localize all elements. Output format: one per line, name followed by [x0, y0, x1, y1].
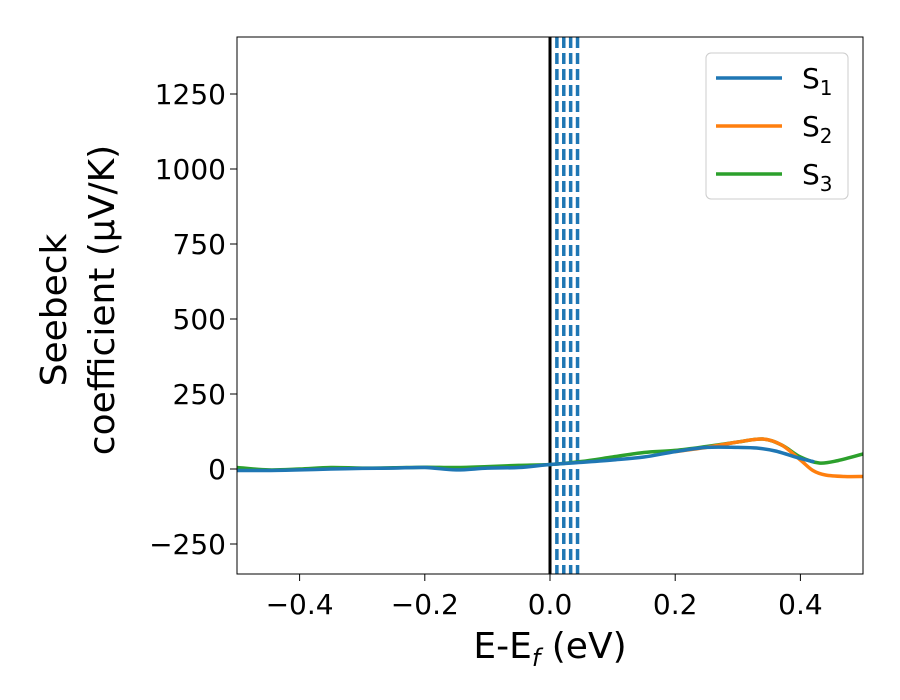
series-line-s1	[237, 445, 815, 473]
x-tick-label: 0.0	[528, 588, 573, 621]
legend-label-s3: S3	[802, 158, 833, 196]
y-tick-label: 1000	[155, 153, 226, 186]
y-tick-label: −250	[149, 528, 226, 561]
legend-label-s1: S1	[802, 62, 833, 100]
x-axis-ticks: −0.4 −0.2 0.0 0.2 0.4	[266, 574, 823, 621]
x-tick-label: 0.2	[653, 588, 698, 621]
y-tick-label: 250	[173, 378, 226, 411]
y-tick-label: 1250	[155, 78, 226, 111]
legend-label-sub: 3	[820, 172, 833, 196]
y-tick-label: 750	[173, 228, 226, 261]
x-tick-label: −0.2	[391, 588, 459, 621]
x-axis-title-main: E-E	[473, 626, 531, 667]
x-axis-title-tail: (eV)	[540, 626, 626, 667]
y-axis-title-line2: coefficient (μV/K)	[82, 145, 123, 455]
legend-label-sub: 2	[820, 124, 833, 148]
y-tick-label: 0	[208, 453, 226, 486]
legend-label-s2: S2	[802, 110, 833, 148]
vertical-lines	[548, 37, 580, 574]
x-axis-title: E-Ef (eV)	[473, 626, 626, 672]
legend-label-sub: 1	[820, 76, 833, 100]
legend-label-main: S	[802, 158, 820, 191]
x-tick-label: 0.4	[778, 588, 823, 621]
y-tick-label: 500	[173, 303, 226, 336]
y-axis-title-line1: Seebeck	[34, 233, 75, 386]
legend-label-main: S	[802, 110, 820, 143]
y-axis-ticks: −250 0 250 500 750 1000 1250	[149, 78, 237, 561]
x-tick-label: −0.4	[266, 588, 334, 621]
legend-label-main: S	[802, 62, 820, 95]
series-line-s2	[673, 437, 863, 479]
series-lines	[237, 437, 863, 479]
